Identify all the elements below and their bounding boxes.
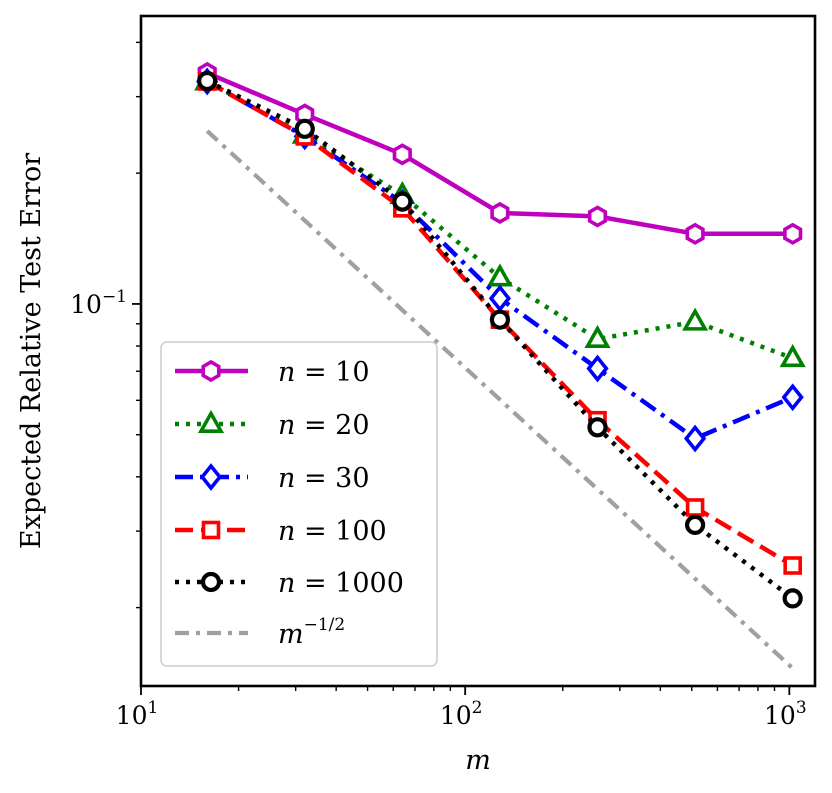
data-point-s4-7 [783, 556, 802, 575]
plot-frame [139, 14, 817, 688]
data-point-s1-7 [783, 222, 803, 245]
data-point-s5-1 [197, 70, 218, 92]
legend-marker-3 [199, 463, 223, 491]
legend-marker-4 [201, 520, 221, 540]
data-point-s3-4 [488, 284, 512, 313]
x-axis-label: m [465, 745, 491, 776]
legend-label-6: m−1/2 [278, 615, 345, 650]
series-line-6 [205, 129, 795, 670]
data-point-s5-5 [587, 417, 608, 438]
legend-entry-5: n = 1000 [175, 568, 404, 599]
data-point-s4-6 [685, 498, 705, 517]
series-5 [197, 70, 803, 609]
y-axis-label: Expected Relative Test Error [16, 153, 47, 549]
legend-entry-3: n = 30 [175, 463, 370, 494]
data-point-s1-3 [392, 143, 412, 166]
legend-label-4: n = 100 [278, 516, 387, 547]
data-point-s1-5 [587, 205, 608, 228]
legend-entry-6: m−1/2 [175, 615, 345, 650]
data-point-s3-6 [683, 424, 707, 453]
data-point-s5-4 [489, 309, 511, 330]
data-point-s3-7 [781, 383, 804, 412]
data-point-s2-6 [682, 307, 709, 331]
data-point-s2-5 [584, 324, 611, 349]
data-point-s3-5 [586, 354, 609, 383]
legend-entry-4: n = 100 [175, 516, 387, 547]
legend-label-3: n = 30 [278, 463, 370, 494]
data-point-s5-2 [294, 118, 315, 139]
data-point-s1-4 [490, 201, 510, 224]
legend-label-5: n = 1000 [278, 568, 404, 599]
legend-marker-2 [197, 409, 225, 433]
x-tick-label: 103 [764, 698, 807, 730]
x-tick-label: 102 [440, 698, 483, 730]
data-point-s1-6 [685, 222, 705, 245]
data-point-s5-6 [684, 514, 706, 536]
legend-label-2: n = 20 [278, 410, 370, 441]
x-tick-label: 101 [116, 698, 159, 730]
legend-entry-1: n = 10 [175, 357, 370, 388]
legend-marker-5 [200, 571, 222, 593]
legend-marker-1 [201, 359, 221, 383]
data-point-s5-3 [392, 191, 413, 212]
data-point-s5-7 [782, 588, 803, 609]
legend-label-1: n = 10 [278, 357, 370, 388]
data-point-s2-7 [779, 344, 806, 368]
series-6 [205, 129, 795, 670]
y-tick-label: 10−1 [70, 287, 127, 319]
legend-entry-2: n = 20 [175, 409, 370, 441]
legend [160, 341, 438, 667]
